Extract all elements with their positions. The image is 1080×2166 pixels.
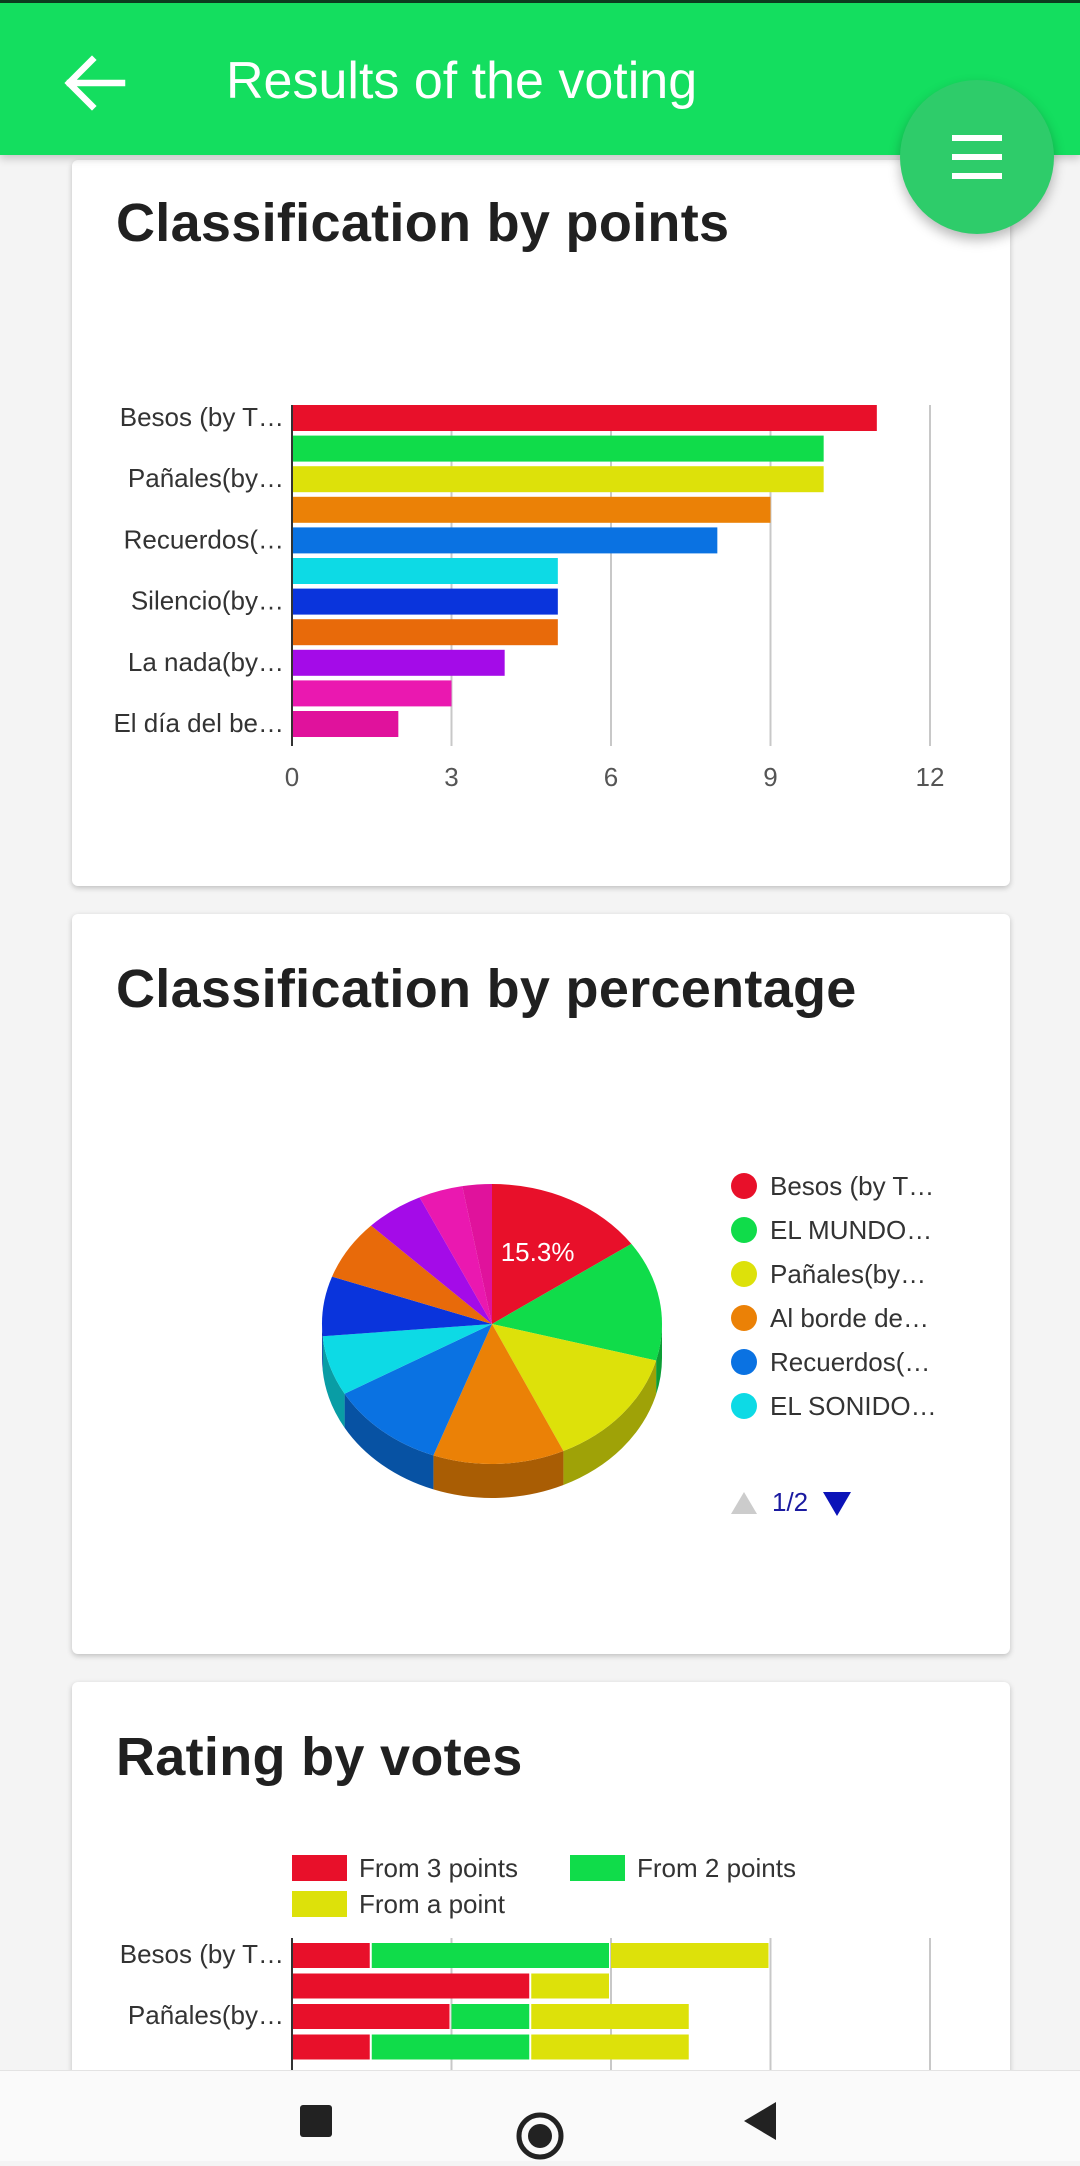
back-nav-button[interactable] [700, 2071, 820, 2161]
legend-marker [292, 1855, 347, 1881]
legend-label: EL SONIDO… [770, 1391, 937, 1421]
legend-marker [731, 1173, 757, 1199]
x-tick-label: 0 [285, 762, 299, 792]
bar[interactable] [292, 649, 505, 676]
bar-segment[interactable] [292, 1973, 530, 1999]
pie-slice-side [344, 1393, 434, 1490]
bar-segment[interactable] [451, 2004, 530, 2029]
y-tick-label: Recuerdos(… [124, 524, 284, 554]
legend-marker [731, 1261, 757, 1287]
pie-slice[interactable] [433, 1324, 564, 1464]
pie-slice[interactable] [344, 1324, 492, 1456]
legend-label: Besos (by T… [770, 1171, 934, 1201]
pie-slice-side [322, 1336, 345, 1428]
bar-segment[interactable] [371, 1943, 609, 1968]
pie-slice[interactable] [462, 1184, 492, 1324]
app-bar: Results of the voting [0, 3, 1080, 155]
y-tick-label: Besos (by T… [120, 402, 284, 432]
bar-segment[interactable] [531, 2034, 689, 2060]
pie-slice[interactable] [492, 1184, 632, 1324]
pie-slice-side [563, 1360, 657, 1486]
arrow-left-icon [64, 55, 126, 111]
legend-marker [292, 1891, 347, 1917]
percentage-chart-card: Classification by percentage 15.3% Besos … [72, 914, 1010, 1654]
bar[interactable] [292, 711, 399, 737]
bar[interactable] [292, 405, 877, 431]
pie-slice[interactable] [322, 1324, 492, 1394]
pie-slice-side [433, 1451, 564, 1498]
legend-next-icon[interactable] [823, 1492, 851, 1516]
y-tick-label: Besos (by T… [120, 1939, 284, 1969]
card-title: Classification by percentage [116, 959, 857, 1019]
pie-slice[interactable] [332, 1225, 492, 1324]
bar[interactable] [292, 466, 824, 493]
percentage-pie-chart: 15.3% Besos (by T… EL MUNDO… Pañales(by… Al … [322, 1171, 937, 1517]
bar[interactable] [292, 496, 771, 523]
y-tick-label: El día del be… [113, 708, 284, 738]
recents-button[interactable] [256, 2071, 376, 2161]
bar-segment[interactable] [611, 1943, 769, 1968]
home-circle-icon [516, 2112, 564, 2160]
x-tick-label: 6 [604, 762, 618, 792]
points-bar-chart: 0 3 6 9 12 Besos (by T… Pañales(by… Recuerdos(…… [113, 402, 945, 792]
bar-segment[interactable] [371, 2034, 530, 2060]
legend-marker [731, 1217, 757, 1243]
pie-slice[interactable] [419, 1186, 492, 1324]
legend-marker [731, 1305, 757, 1331]
legend-label: Pañales(by… [770, 1259, 926, 1289]
legend-label: From 2 points [637, 1853, 796, 1883]
card-title: Classification by points [116, 193, 730, 253]
legend-page-indicator: 1/2 [772, 1487, 808, 1517]
slice-label: 15.3% [501, 1237, 575, 1267]
pie-slice[interactable] [492, 1324, 657, 1452]
y-tick-label: Pañales(by… [128, 2000, 284, 2030]
page-title: Results of the voting [226, 52, 698, 110]
bar-segment[interactable] [292, 2004, 450, 2029]
bar[interactable] [292, 588, 558, 615]
status-bar [0, 0, 1080, 3]
pie-slice[interactable] [371, 1197, 492, 1324]
legend-label: Recuerdos(… [770, 1347, 930, 1377]
bar-segment[interactable] [531, 2004, 689, 2029]
pie-slice[interactable] [492, 1243, 662, 1361]
bar[interactable] [292, 527, 718, 554]
back-triangle-icon [744, 2102, 776, 2140]
bar[interactable] [292, 619, 558, 646]
legend-marker [731, 1349, 757, 1375]
bar[interactable] [292, 558, 558, 584]
bar-segment[interactable] [531, 1973, 609, 1999]
pie-slice[interactable] [322, 1276, 492, 1337]
x-tick-label: 12 [916, 762, 945, 792]
legend-label: From 3 points [359, 1853, 518, 1883]
bar-segment[interactable] [292, 1943, 370, 1968]
bar[interactable] [292, 680, 452, 707]
votes-chart-card: Rating by votes From 3 points From 2 poin… [72, 1682, 1010, 2102]
y-tick-label: La nada(by… [128, 647, 284, 677]
legend-label: EL MUNDO… [770, 1215, 932, 1245]
pie-slice-side [322, 1324, 323, 1371]
points-chart-card: Classification by points 0 3 6 9 12 Besos (by… [72, 160, 1010, 886]
bar[interactable] [292, 435, 824, 462]
votes-stacked-bar-chart: From 3 points From 2 points From a point Be… [120, 1853, 931, 2102]
legend-prev-icon[interactable] [731, 1492, 757, 1514]
legend-label: From a point [359, 1889, 506, 1919]
y-tick-label: Pañales(by… [128, 463, 284, 493]
hamburger-menu-icon [952, 135, 1002, 179]
recents-square-icon [300, 2105, 332, 2137]
legend-marker [570, 1855, 625, 1881]
back-button[interactable] [52, 43, 136, 123]
legend-marker [731, 1393, 757, 1419]
bar-segment[interactable] [292, 2034, 370, 2060]
pie-slice-side [656, 1324, 662, 1395]
y-tick-label: Silencio(by… [131, 586, 284, 616]
legend-label: Al borde de… [770, 1303, 929, 1333]
x-tick-label: 3 [444, 762, 458, 792]
home-button[interactable] [480, 2071, 600, 2161]
x-tick-label: 9 [763, 762, 777, 792]
menu-button[interactable] [900, 80, 1054, 234]
card-title: Rating by votes [116, 1727, 523, 1787]
system-nav-bar [0, 2070, 1080, 2161]
